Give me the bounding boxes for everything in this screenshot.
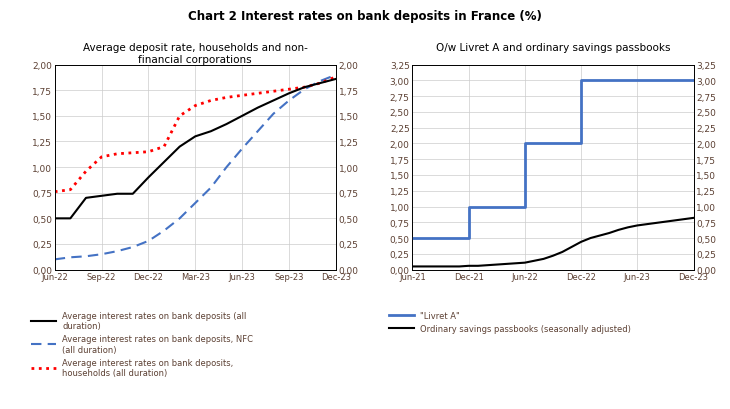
Text: O/w Livret A and ordinary savings passbooks: O/w Livret A and ordinary savings passbo… <box>436 43 670 53</box>
Text: Chart 2 Interest rates on bank deposits in France (%): Chart 2 Interest rates on bank deposits … <box>188 10 542 23</box>
Text: Average deposit rate, households and non-
financial corporations: Average deposit rate, households and non… <box>82 43 308 65</box>
Legend: "Livret A", Ordinary savings passbooks (seasonally adjusted): "Livret A", Ordinary savings passbooks (… <box>388 311 631 333</box>
Legend: Average interest rates on bank deposits (all
duration), Average interest rates o: Average interest rates on bank deposits … <box>31 311 253 377</box>
